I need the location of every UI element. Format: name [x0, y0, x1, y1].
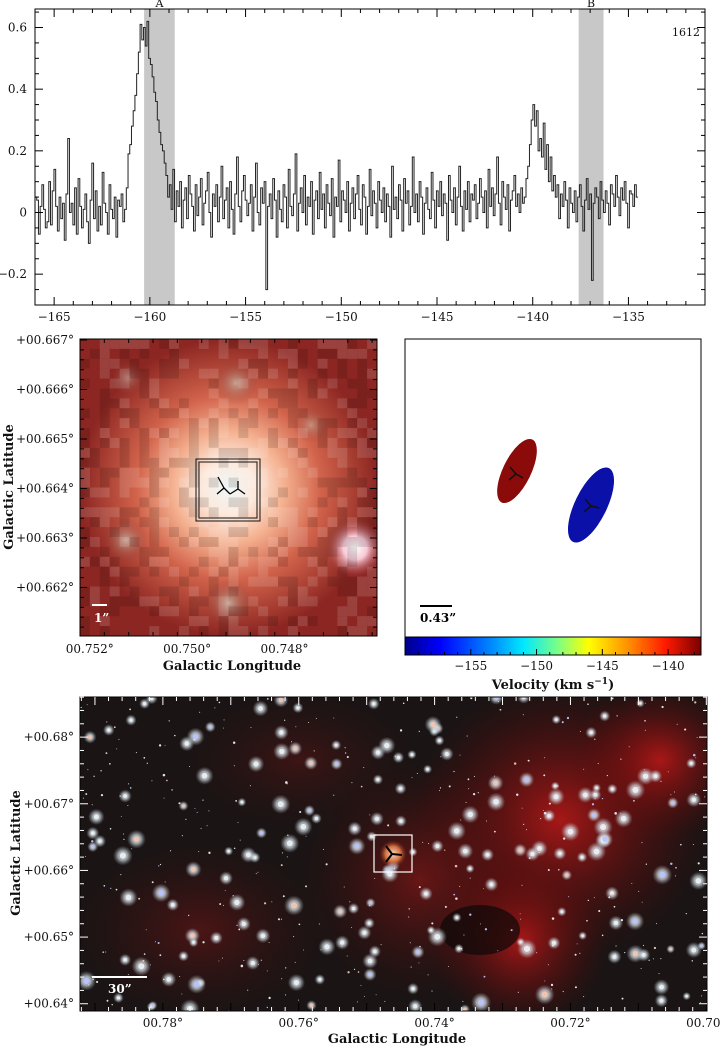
y-tick-label: +00.664°: [16, 481, 74, 495]
x-tick-label: −140: [516, 310, 549, 324]
y-tick-label: +00.663°: [16, 531, 74, 545]
x-tick-label: −150: [325, 310, 358, 324]
zoom-y-tick-labels: +00.667° +00.666° +00.665° +00.664° +00.663°…: [16, 333, 74, 595]
field-target-box: [373, 834, 413, 873]
x-tick-label: −145: [421, 310, 454, 324]
y-tick-label: +00.66°: [24, 863, 74, 877]
field-tripod-marker-icon: [385, 845, 403, 863]
spectrum-line: [35, 20, 638, 291]
colorbar-tick-labels: −155 −150 −145 −140: [454, 659, 684, 673]
colorbar-tick-label: −155: [454, 659, 487, 673]
zoom-tripod-marker-b: [229, 481, 246, 495]
x-tick-label: 00.74°: [414, 1016, 454, 1030]
x-tick-label: 00.76°: [279, 1016, 319, 1030]
x-tick-label: 00.72°: [550, 1016, 590, 1030]
x-tick-label: −135: [612, 310, 645, 324]
field-y-tick-labels: +00.68° +00.67° +00.66° +00.65° +00.64°: [24, 730, 74, 1011]
y-tick-label: −0.2: [0, 267, 27, 281]
colorbar-tick-label: −145: [586, 659, 619, 673]
field-x-tick-labels: 00.78° 00.76° 00.74° 00.72° 00.70°: [143, 1016, 720, 1030]
zoom-tripod-marker-a: [216, 476, 231, 495]
colorbar-ticks: [404, 649, 695, 655]
zoom-y-axis-title: Galactic Latitude: [2, 424, 17, 550]
velocity-components: [497, 438, 615, 543]
y-tick-label: 0.2: [8, 144, 27, 158]
y-tick-label: +00.666°: [16, 382, 74, 396]
field-scale-label: 30”: [108, 982, 132, 996]
velocity-map-panel: 0.43” −155 −150 −145 −140 Velocity (km s−1): [404, 338, 702, 693]
y-tick-label: +00.68°: [24, 730, 74, 744]
y-tick-label: 0: [19, 206, 27, 220]
y-tick-label: +00.65°: [24, 930, 74, 944]
zoom-target-box-inner: [198, 461, 258, 519]
velocity-marker-a-icon: [508, 466, 524, 481]
spectrum-frame: [34, 8, 706, 306]
velocity-map-frame: [404, 338, 702, 638]
field-y-axis-title: Galactic Latitude: [9, 790, 24, 916]
x-tick-label: 00.750°: [163, 642, 211, 656]
zoom-scale-label: 1”: [94, 611, 109, 625]
y-tick-label: +00.665°: [16, 432, 74, 446]
velocity-component-a: [497, 438, 537, 504]
zoom-ticks: [79, 339, 377, 636]
velocity-scale-label: 0.43”: [420, 611, 456, 625]
x-tick-label: 00.78°: [143, 1016, 183, 1030]
field-ticks: [80, 696, 707, 1011]
x-tick-label: 00.752°: [66, 642, 114, 656]
velocity-marker-b-icon: [583, 498, 600, 513]
y-tick-label: +00.64°: [24, 997, 74, 1011]
spectrum-ticks: [34, 9, 706, 306]
spectrum-tick-labels: −165 −160 −155 −150 −145 −140 −135 −0.2 0 0.2 0.4 0…: [0, 21, 645, 325]
field-x-axis-title: Galactic Longitude: [328, 1032, 466, 1047]
x-tick-label: 00.748°: [260, 642, 308, 656]
y-tick-label: 0.6: [8, 21, 27, 35]
colorbar-tick-label: −150: [520, 659, 553, 673]
colorbar: [404, 636, 702, 656]
spectrum-shaded-regions: [144, 9, 604, 305]
y-tick-label: 0.4: [8, 82, 27, 96]
field-image-panel: 30” 00.78° 00.76° 00.74° 00.72° 00.70° +00.6…: [9, 696, 720, 1047]
zoom-frame: [79, 338, 378, 637]
y-tick-label: +00.662°: [16, 580, 74, 594]
spectrum-panel: −165 −160 −155 −150 −145 −140 −135 −0.2 0 0.2 0.4 0…: [0, 0, 706, 325]
x-tick-label: 00.70°: [686, 1016, 720, 1030]
x-tick-label: −160: [133, 310, 166, 324]
colorbar-title: Velocity (km s−1): [491, 677, 614, 693]
y-tick-label: +00.67°: [24, 797, 74, 811]
spectrum-annotation: 1612: [672, 26, 700, 39]
x-tick-label: −165: [38, 310, 71, 324]
region-a-label: A: [154, 0, 164, 10]
y-tick-label: +00.667°: [16, 333, 74, 347]
colorbar-tick-label: −140: [652, 659, 685, 673]
zoom-x-tick-labels: 00.752° 00.750° 00.748°: [66, 642, 309, 656]
zoom-target-box-outer: [195, 458, 261, 522]
zoom-image-panel: 1” 00.752° 00.750° 00.748° +00.667° +00.666…: [2, 333, 378, 674]
zoom-x-axis-title: Galactic Longitude: [163, 659, 301, 674]
x-tick-label: −155: [229, 310, 262, 324]
region-b-label: B: [587, 0, 595, 10]
